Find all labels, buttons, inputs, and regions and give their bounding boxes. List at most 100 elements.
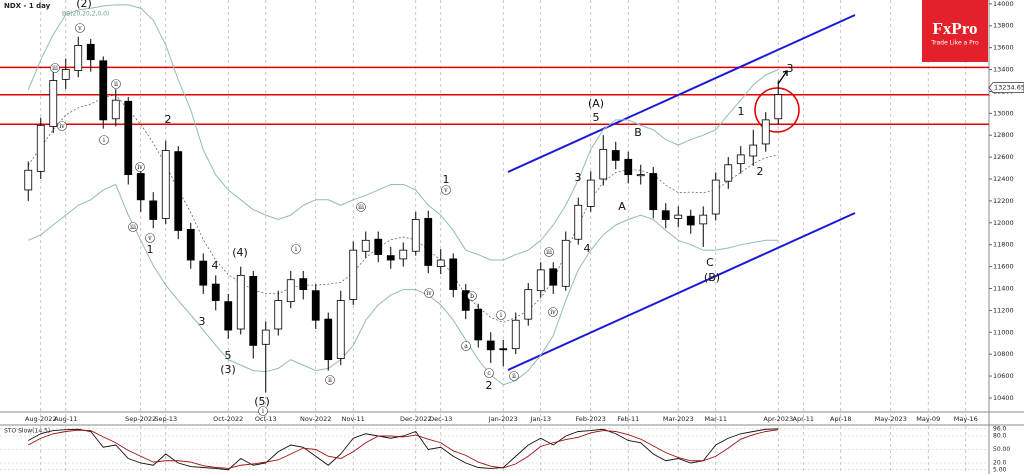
- candle-body: [724, 164, 733, 182]
- candle-body: [624, 158, 633, 176]
- wave-label: iv: [137, 164, 143, 171]
- oscillator-tick-label: 5.00: [993, 466, 1007, 473]
- candle-body: [474, 308, 483, 341]
- y-tick-label: 10800: [993, 350, 1014, 358]
- candle-body: [761, 119, 770, 145]
- candle-body: [61, 69, 70, 80]
- wave-label: 3: [199, 315, 206, 328]
- x-tick-label: Sep-13: [154, 415, 177, 423]
- wave-label: ii: [328, 377, 332, 384]
- candle-body: [411, 219, 420, 252]
- wave-label: (B): [704, 271, 720, 284]
- logo-tagline: Trade Like a Pro: [930, 40, 979, 47]
- channel-upper: [507, 14, 856, 173]
- wave-label: v: [77, 25, 82, 32]
- indicator-label: BB(20,20,2,0,0): [62, 11, 109, 18]
- candle-body: [349, 249, 358, 300]
- x-tick-label: Apr-11: [793, 415, 814, 423]
- x-tick-label: Dec-2022: [400, 415, 431, 423]
- candle-body: [424, 218, 433, 266]
- wave-label: 2: [486, 379, 493, 392]
- candle-body: [674, 214, 683, 219]
- wave-label: ii: [114, 81, 118, 88]
- highlight-circle: [754, 87, 800, 133]
- wave-label: i: [103, 137, 105, 144]
- candle-body: [186, 228, 195, 261]
- x-tick-label: Apr-18: [830, 415, 851, 423]
- y-tick-label: 12800: [993, 131, 1014, 139]
- x-tick-label: May-2023: [875, 415, 907, 423]
- candle-body: [149, 200, 158, 220]
- y-tick-label: 10600: [993, 372, 1014, 380]
- x-tick-label: Feb-2023: [576, 415, 606, 423]
- x-tick-label: Jan-2023: [488, 415, 518, 423]
- candle-body: [774, 94, 783, 120]
- candle-body: [136, 173, 145, 201]
- bollinger-upper: [27, 4, 779, 261]
- wave-circle: [424, 288, 434, 298]
- candle-body: [649, 173, 658, 211]
- candle-body: [374, 238, 383, 255]
- wave-circle: [291, 244, 301, 254]
- x-tick-label: May-16: [954, 415, 978, 423]
- candle-body: [511, 319, 520, 350]
- x-tick-label: Mar-11: [705, 415, 727, 423]
- candle-body: [211, 283, 220, 301]
- candle-body: [274, 300, 283, 330]
- x-tick-label: Dec-13: [429, 415, 452, 423]
- x-tick-label: Feb-11: [617, 415, 639, 423]
- candle-body: [361, 239, 370, 252]
- wave-circle: [75, 23, 85, 33]
- wave-label: v: [443, 187, 448, 194]
- candle-body: [386, 255, 395, 261]
- candle-body: [436, 259, 445, 267]
- candle-body: [749, 144, 758, 157]
- wave-label: v: [147, 235, 152, 242]
- y-tick-label: 10400: [993, 394, 1014, 402]
- y-tick-label: 13000: [993, 109, 1014, 117]
- y-tick-label: 11200: [993, 306, 1014, 314]
- candle-body: [574, 204, 583, 240]
- stochastic-k: [28, 428, 779, 471]
- y-tick-label: 12400: [993, 175, 1014, 183]
- wave-circle: [258, 406, 268, 416]
- wave-label: (5): [254, 395, 270, 408]
- candle-body: [561, 239, 570, 287]
- candle-body: [49, 80, 58, 127]
- wave-label: A: [618, 200, 626, 213]
- wave-label: b: [470, 293, 474, 300]
- oscillator-tick-label: 96.0: [993, 425, 1007, 432]
- wave-label: iv: [426, 290, 432, 297]
- wave-label: i: [295, 246, 297, 253]
- wave-label: 2: [165, 113, 172, 126]
- wave-circle: [325, 375, 335, 385]
- oscillator-label: STO Slow(14,5): [4, 428, 50, 435]
- wave-label: C: [706, 256, 714, 269]
- wave-label: iii: [546, 249, 552, 256]
- wave-label: 1: [443, 173, 450, 186]
- wave-circle: [544, 247, 554, 257]
- wave-label: iii: [52, 65, 58, 72]
- wave-circle: [356, 202, 366, 212]
- channel-lower: [507, 212, 856, 371]
- wave-label: (2): [76, 0, 92, 10]
- candle-body: [586, 179, 595, 207]
- x-tick-label: Mar-2023: [663, 415, 694, 423]
- logo-box: [922, 0, 988, 62]
- x-tick-label: Aug-2022: [25, 415, 57, 423]
- candle-body: [74, 45, 83, 72]
- oscillator-tick-label: 50.00: [993, 446, 1010, 453]
- candle-body: [324, 318, 333, 361]
- candle-body: [24, 169, 33, 191]
- wave-label: c: [487, 370, 491, 377]
- logo-name: FxPro: [932, 19, 977, 38]
- last-price-box: [988, 82, 1024, 93]
- wave-circle: [496, 310, 506, 320]
- bollinger-middle: [27, 94, 779, 323]
- wave-label: 3: [787, 62, 794, 75]
- wave-label: (A): [588, 97, 604, 110]
- wave-circle: [484, 368, 494, 378]
- candle-body: [461, 290, 470, 311]
